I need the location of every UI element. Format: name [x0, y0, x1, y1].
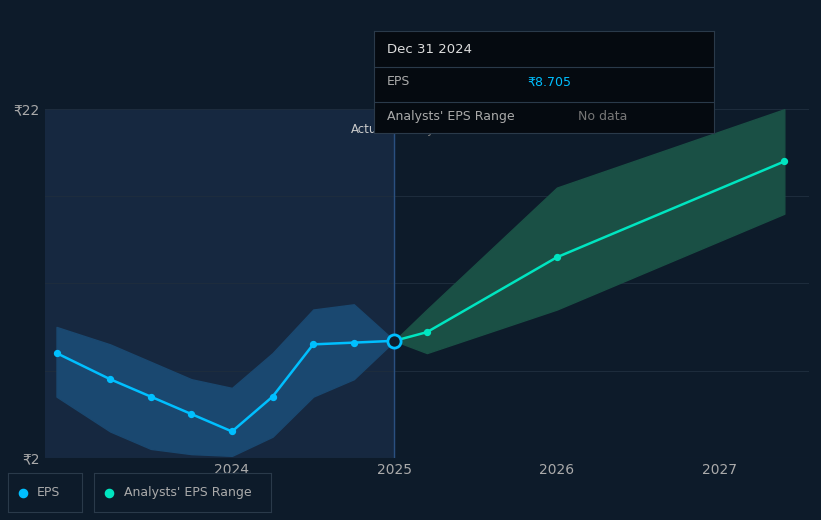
Point: [50, 349, 63, 357]
Point: [103, 375, 117, 383]
Point: [388, 336, 401, 345]
Point: [16, 489, 30, 497]
Point: [102, 489, 115, 497]
Point: [388, 336, 401, 345]
Point: [306, 340, 319, 348]
Text: No data: No data: [578, 110, 627, 123]
Point: [266, 393, 279, 401]
Text: EPS: EPS: [36, 486, 60, 499]
Point: [185, 410, 198, 418]
Bar: [45, 109, 394, 458]
Text: Analysts' EPS Range: Analysts' EPS Range: [388, 110, 515, 123]
Text: Dec 31 2024: Dec 31 2024: [388, 43, 472, 56]
Point: [420, 328, 433, 336]
Text: Analysts Forecasts: Analysts Forecasts: [401, 123, 511, 136]
Point: [144, 393, 158, 401]
Point: [388, 336, 401, 345]
Text: EPS: EPS: [388, 75, 410, 88]
Point: [226, 427, 239, 436]
Point: [347, 339, 360, 347]
Point: [777, 157, 791, 165]
Text: Actual: Actual: [351, 123, 388, 136]
Text: ₹8.705: ₹8.705: [527, 75, 571, 88]
Point: [550, 253, 563, 262]
Text: Analysts' EPS Range: Analysts' EPS Range: [125, 486, 252, 499]
